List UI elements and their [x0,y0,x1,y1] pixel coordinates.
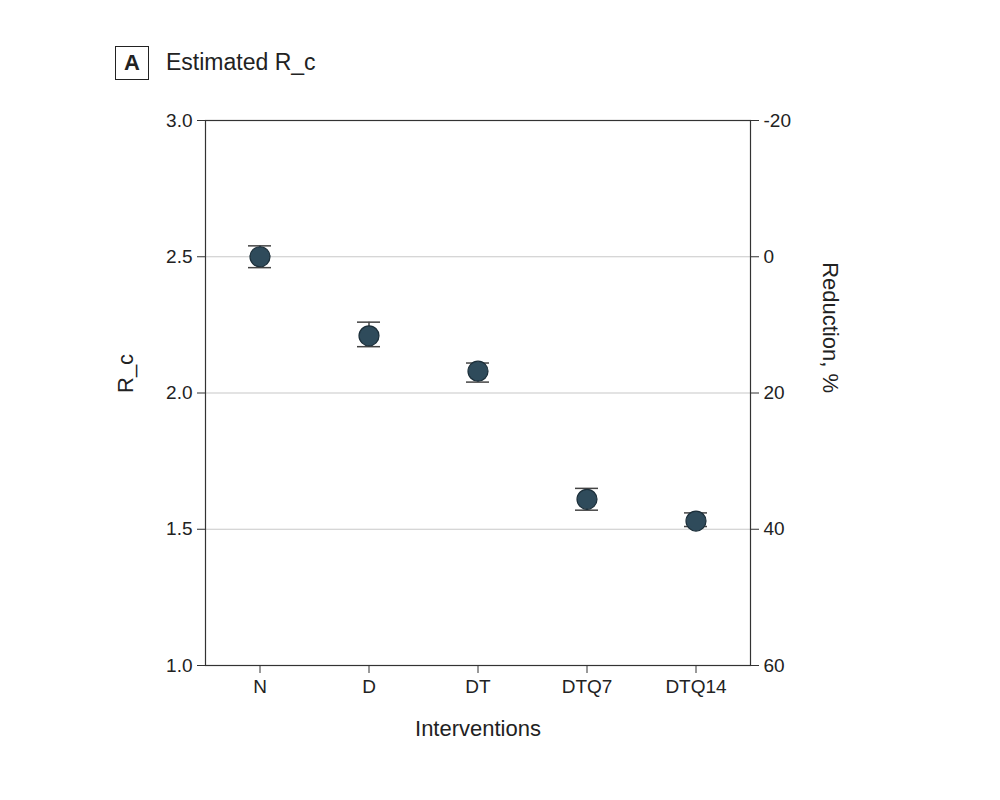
svg-text:-20: -20 [764,110,791,131]
svg-text:DT: DT [465,676,491,697]
svg-text:R_c: R_c [113,354,138,393]
svg-text:3.0: 3.0 [166,110,192,131]
svg-text:D: D [362,676,376,697]
svg-text:2.0: 2.0 [166,382,192,403]
svg-text:2.5: 2.5 [166,246,192,267]
svg-text:Reduction, %: Reduction, % [818,262,843,393]
html-text:A: A [124,50,140,75]
svg-text:60: 60 [764,655,785,676]
svg-text:DTQ14: DTQ14 [665,676,727,697]
svg-text:1.5: 1.5 [166,518,192,539]
svg-text:DTQ7: DTQ7 [562,676,613,697]
svg-text:20: 20 [764,382,785,403]
svg-text:40: 40 [764,518,785,539]
svg-text:N: N [253,676,267,697]
svg-text:1.0: 1.0 [166,655,192,676]
svg-text:Interventions: Interventions [415,716,541,741]
html-text:Estimated R_c: Estimated R_c [166,49,316,75]
svg-text:0: 0 [764,246,775,267]
